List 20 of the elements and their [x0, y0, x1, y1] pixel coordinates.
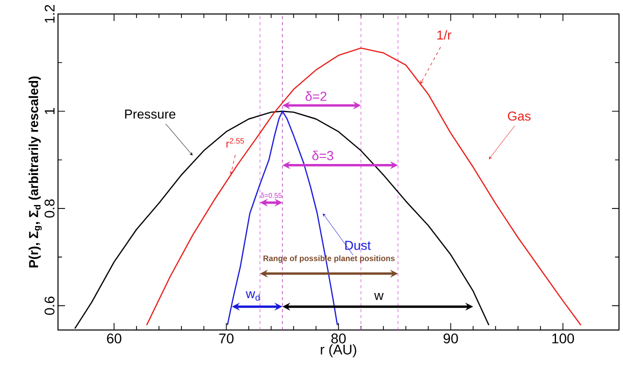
- x-tick-label: 70: [219, 334, 234, 344]
- text: P(r), Σ$_{g}$, Σ$_{d}$ (arbitrarily rescaled): [28, 76, 42, 268]
- annotation: w$_{d}$: [246, 291, 260, 301]
- annotation: 1/r: [437, 30, 452, 40]
- x-tick-label: 80: [331, 334, 346, 344]
- x-tick-label: 100: [552, 334, 574, 344]
- annotation: δ=2: [306, 91, 326, 101]
- annotation: w: [374, 293, 384, 300]
- x-axis-title: r (AU): [320, 344, 356, 358]
- y-tick-label: 0.6: [44, 296, 54, 315]
- annotation: δ=3: [312, 150, 334, 160]
- series-label: Dust: [345, 240, 371, 250]
- text: Pressure: [125, 110, 176, 119]
- x-tick-label: 60: [107, 334, 122, 344]
- annotation: r$^{2.55}$: [226, 138, 244, 148]
- y-tick-label: 1: [44, 108, 54, 114]
- x-tick-label: 90: [444, 334, 458, 344]
- y-tick-label: 0.8: [44, 199, 54, 218]
- y-tick-label: 1.2: [44, 4, 54, 23]
- text: Gas: [508, 112, 531, 121]
